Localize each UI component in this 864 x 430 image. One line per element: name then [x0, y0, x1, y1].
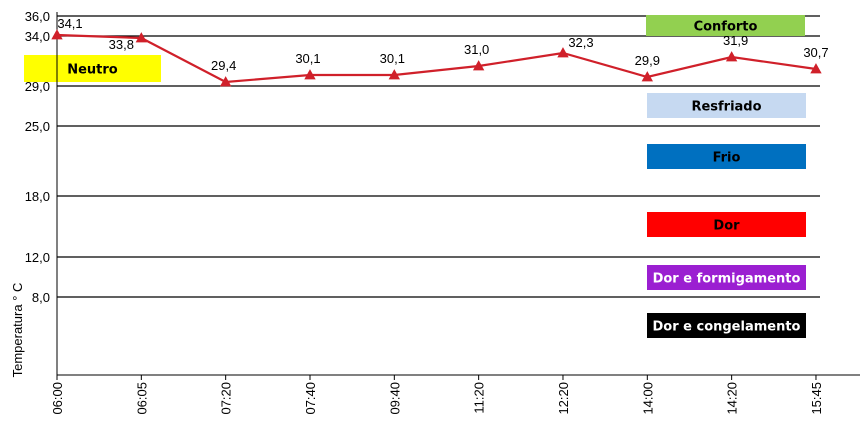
zone-label: Dor e congelamento	[652, 320, 800, 335]
series-line	[56, 33, 817, 84]
x-tick-label: 09:40	[387, 382, 402, 415]
x-tick-label: 07:20	[219, 382, 234, 415]
data-point-marker	[725, 51, 738, 62]
data-point-marker	[388, 69, 400, 80]
data-point-marker	[641, 71, 653, 82]
x-tick-label: 12:20	[556, 382, 571, 415]
y-tick-label: 34,0	[25, 29, 50, 44]
y-tick-label: 29,0	[25, 79, 50, 94]
zone-conforto: Conforto	[646, 15, 805, 36]
y-tick-label: 12,0	[25, 250, 50, 265]
data-label: 33,8	[109, 37, 134, 52]
zone-box	[24, 55, 161, 82]
zone-box	[646, 15, 805, 36]
data-label: 30,1	[380, 51, 405, 66]
zone-dor-e-formigamento: Dor e formigamento	[647, 265, 806, 290]
zone-dor: Dor	[647, 212, 806, 237]
data-point-marker	[135, 32, 148, 43]
data-label: 31,0	[464, 42, 489, 57]
zone-box	[647, 93, 806, 118]
zone-label: Frio	[713, 151, 741, 166]
data-point-marker	[557, 47, 569, 58]
zone-resfriado: Resfriado	[647, 93, 806, 118]
zone-dor-e-congelamento: Dor e congelamento	[647, 313, 806, 338]
x-tick-label: 14:20	[725, 382, 740, 415]
zone-box	[647, 212, 806, 237]
zone-neutro: Neutro	[24, 55, 161, 82]
x-tick-label: 07:40	[303, 382, 318, 415]
data-label: 32,3	[568, 35, 593, 50]
y-tick-label: 25,0	[25, 119, 50, 134]
zone-label: Resfriado	[691, 100, 761, 115]
data-point-marker	[51, 29, 63, 40]
data-point-marker	[304, 69, 316, 80]
x-tick-label: 06:05	[134, 382, 149, 415]
zone-box	[647, 265, 806, 290]
data-point-marker	[810, 63, 822, 74]
y-tick-label: 8,0	[32, 290, 50, 305]
data-label: 34,1	[57, 16, 82, 31]
zone-label: Conforto	[694, 20, 758, 35]
y-tick-label: 18,0	[25, 189, 50, 204]
x-tick-label: 14:00	[640, 382, 655, 415]
zone-box	[647, 144, 806, 169]
data-label: 31,9	[723, 33, 748, 48]
zone-frio: Frio	[647, 144, 806, 169]
data-point-marker	[472, 60, 485, 71]
zone-box	[647, 313, 806, 338]
data-label: 30,1	[295, 51, 320, 66]
zone-label: Neutro	[67, 63, 118, 78]
y-tick-label: 36,0	[25, 9, 50, 24]
y-axis-label: Temperatura ° C	[10, 283, 25, 378]
data-label: 29,4	[211, 58, 236, 73]
x-tick-label: 06:00	[50, 382, 65, 415]
data-label: 30,7	[803, 45, 828, 60]
x-tick-label: 15:45	[809, 382, 824, 415]
data-point-marker	[219, 76, 232, 87]
data-label: 29,9	[635, 53, 660, 68]
zone-label: Dor e formigamento	[653, 272, 801, 287]
x-tick-label: 11:20	[472, 382, 487, 414]
zone-label: Dor	[713, 219, 740, 234]
